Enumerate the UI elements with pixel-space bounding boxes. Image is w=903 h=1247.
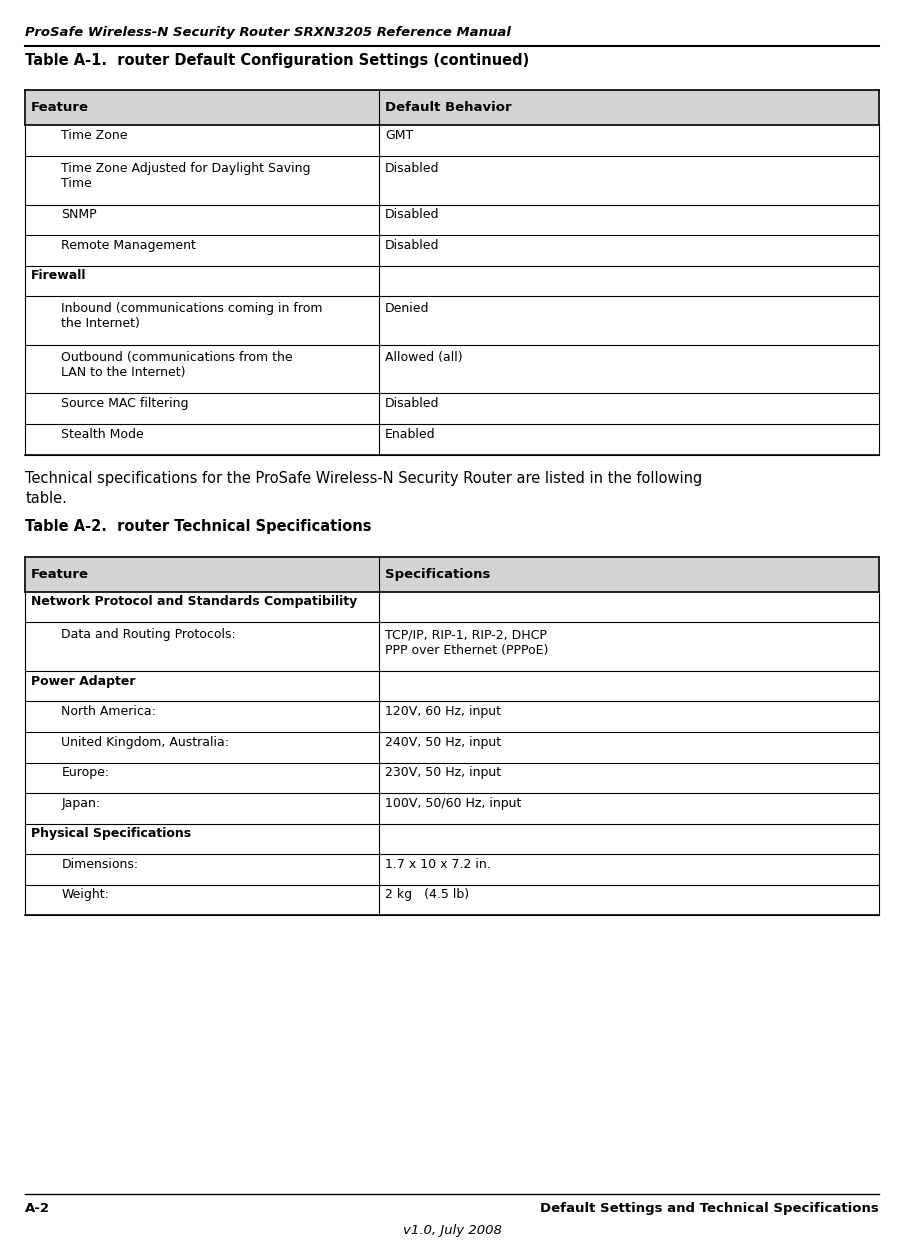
Text: Table A-2.  router Technical Specifications: Table A-2. router Technical Specificatio…	[25, 519, 371, 535]
Text: Power Adapter: Power Adapter	[31, 675, 135, 687]
Text: United Kingdom, Australia:: United Kingdom, Australia:	[61, 736, 229, 748]
Text: Data and Routing Protocols:: Data and Routing Protocols:	[61, 628, 236, 641]
Text: Denied: Denied	[385, 302, 429, 315]
Text: Europe:: Europe:	[61, 766, 109, 779]
Text: 120V, 60 Hz, input: 120V, 60 Hz, input	[385, 705, 500, 718]
Text: 1.7 x 10 x 7.2 in.: 1.7 x 10 x 7.2 in.	[385, 858, 490, 870]
Text: v1.0, July 2008: v1.0, July 2008	[402, 1225, 501, 1237]
Bar	[25, 266, 878, 296]
Text: TCP/IP, RIP-1, RIP-2, DHCP
PPP over Ethernet (PPPoE): TCP/IP, RIP-1, RIP-2, DHCP PPP over Ethe…	[385, 628, 547, 657]
Bar	[25, 671, 878, 701]
Bar	[25, 824, 878, 854]
Text: Inbound (communications coming in from
the Internet): Inbound (communications coming in from t…	[61, 302, 322, 330]
Text: Outbound (communications from the
LAN to the Internet): Outbound (communications from the LAN to…	[61, 350, 293, 379]
Text: SNMP: SNMP	[61, 208, 97, 221]
Text: A-2: A-2	[25, 1202, 51, 1215]
Text: Physical Specifications: Physical Specifications	[31, 827, 191, 840]
Text: 100V, 50/60 Hz, input: 100V, 50/60 Hz, input	[385, 797, 521, 809]
Text: Feature: Feature	[31, 567, 88, 581]
Text: Table A-1.  router Default Configuration Settings (continued): Table A-1. router Default Configuration …	[25, 52, 529, 69]
Text: Enabled: Enabled	[385, 428, 435, 440]
Text: 230V, 50 Hz, input: 230V, 50 Hz, input	[385, 766, 500, 779]
Text: Network Protocol and Standards Compatibility: Network Protocol and Standards Compatibi…	[31, 595, 357, 609]
Text: GMT: GMT	[385, 128, 413, 142]
Text: 240V, 50 Hz, input: 240V, 50 Hz, input	[385, 736, 500, 748]
Text: Firewall: Firewall	[31, 269, 86, 282]
Text: Disabled: Disabled	[385, 397, 439, 410]
Text: 2 kg   (4.5 lb): 2 kg (4.5 lb)	[385, 888, 469, 902]
Text: Technical specifications for the ProSafe Wireless-N Security Router are listed i: Technical specifications for the ProSafe…	[25, 470, 702, 505]
Text: Specifications: Specifications	[385, 567, 489, 581]
Text: North America:: North America:	[61, 705, 156, 718]
Text: Feature: Feature	[31, 101, 88, 115]
Text: Remote Management: Remote Management	[61, 238, 196, 252]
Text: Stealth Mode: Stealth Mode	[61, 428, 144, 440]
Text: ProSafe Wireless-N Security Router SRXN3205 Reference Manual: ProSafe Wireless-N Security Router SRXN3…	[25, 26, 510, 39]
Text: Disabled: Disabled	[385, 238, 439, 252]
Text: Japan:: Japan:	[61, 797, 100, 809]
Text: Source MAC filtering: Source MAC filtering	[61, 397, 189, 410]
Text: Weight:: Weight:	[61, 888, 109, 902]
Text: Time Zone: Time Zone	[61, 128, 128, 142]
Text: Disabled: Disabled	[385, 162, 439, 175]
Text: Dimensions:: Dimensions:	[61, 858, 138, 870]
Text: Allowed (all): Allowed (all)	[385, 350, 462, 364]
Text: Default Behavior: Default Behavior	[385, 101, 511, 115]
Bar	[25, 91, 878, 126]
Bar	[25, 592, 878, 622]
Text: Default Settings and Technical Specifications: Default Settings and Technical Specifica…	[539, 1202, 878, 1215]
Bar	[25, 556, 878, 592]
Text: Time Zone Adjusted for Daylight Saving
Time: Time Zone Adjusted for Daylight Saving T…	[61, 162, 311, 191]
Text: Disabled: Disabled	[385, 208, 439, 221]
